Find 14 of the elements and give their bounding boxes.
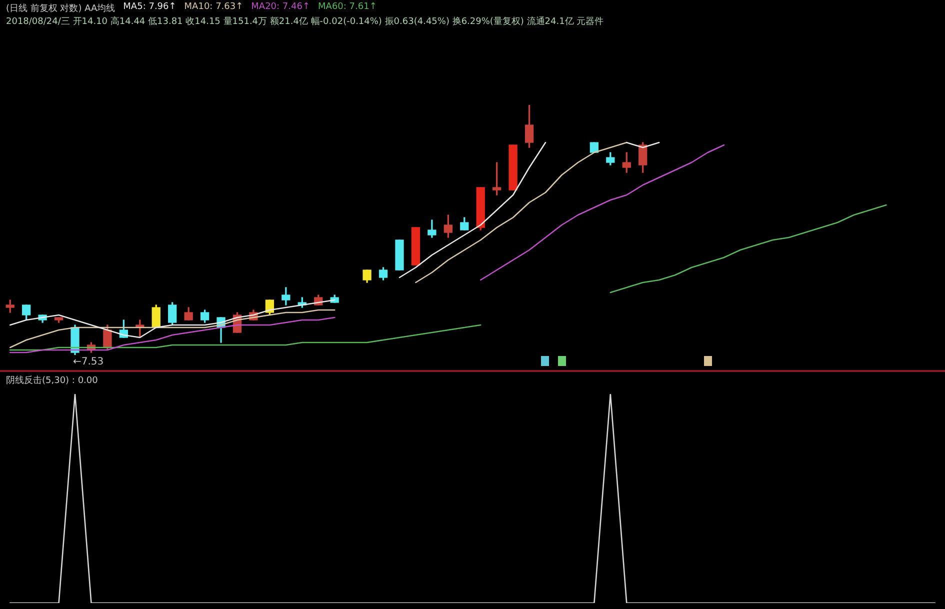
text: MA20: 7.46↑ [251, 2, 310, 14]
text: MA10: 7.63↑ [184, 2, 244, 14]
candlestick [6, 300, 14, 313]
chart-subtitle: 2018/08/24/三 开14.10 高14.44 低13.81 收14.15 量151.4万 额21.4亿 幅-0.02(-0.14%) 振0.63(4.45%) 换6.29%(量复权) 流通24.1亿 元器件 [6, 16, 604, 28]
candlestick [492, 162, 502, 196]
candlestick [395, 240, 404, 270]
chart-title: (日线 前复权 对数) AA均线 [6, 2, 116, 15]
text: MA5: 7.96↑ [123, 2, 176, 14]
text: MA60: 7.61↑ [318, 2, 377, 14]
candlestick [411, 227, 420, 266]
text: ←7.53 [73, 356, 104, 368]
candlestick [54, 317, 64, 323]
chart-title: 阴线反击(5,30) : 0.00 [6, 374, 98, 387]
candlestick [508, 144, 518, 190]
